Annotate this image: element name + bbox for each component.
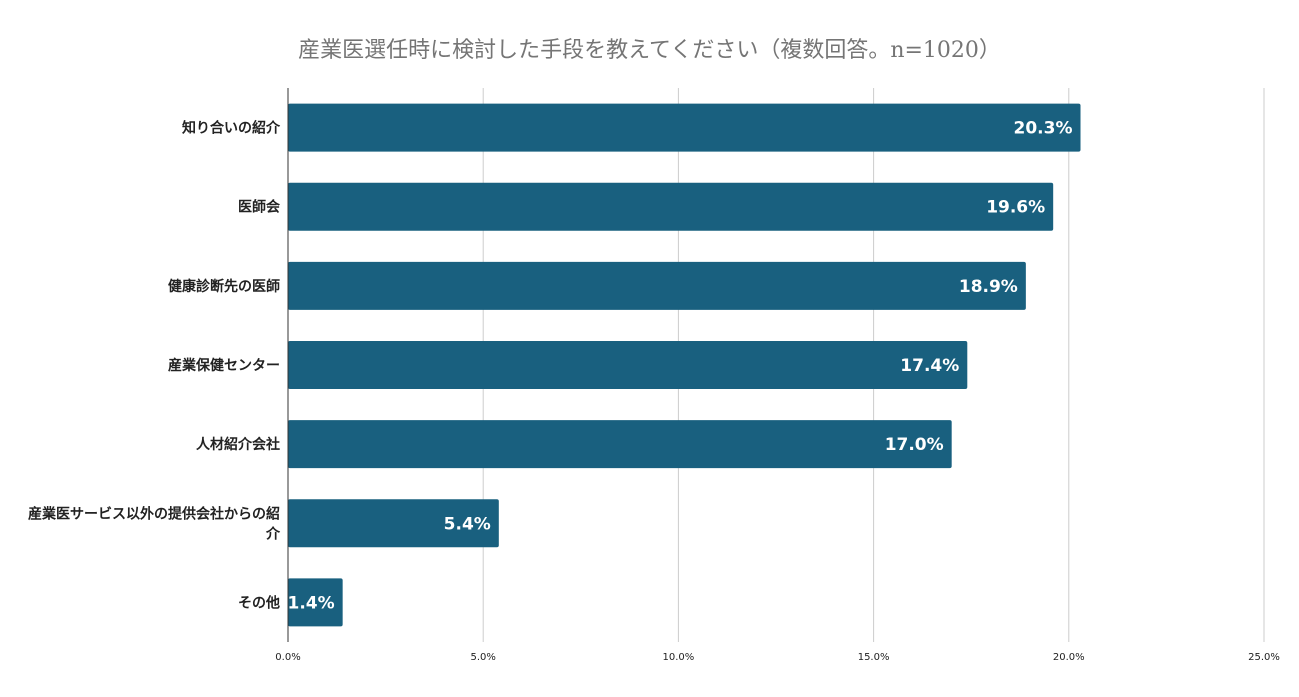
category-label: 産業医サービス以外の提供会社からの紹介 <box>28 505 281 542</box>
bar <box>288 182 1054 231</box>
bar-value-label: 17.0% <box>885 435 944 455</box>
bar-value-label: 5.4% <box>444 514 491 534</box>
category-label: その他 <box>238 594 280 611</box>
bar-value-label: 17.4% <box>900 356 959 376</box>
x-tick-label: 15.0% <box>858 652 890 663</box>
chart-title: 産業医選任時に検討した手段を教えてください（複数回答。n=1020） <box>298 38 1001 63</box>
category-label: 健康診断先の医師 <box>168 278 280 295</box>
x-tick-label: 25.0% <box>1248 652 1280 663</box>
x-tick-label: 0.0% <box>275 652 300 663</box>
category-label: 産業保健センター <box>168 357 280 374</box>
x-tick-label: 10.0% <box>663 652 695 663</box>
bar-value-label: 19.6% <box>986 198 1045 218</box>
bar <box>288 103 1081 152</box>
bar <box>288 420 952 469</box>
bar <box>288 499 499 548</box>
category-label: 医師会 <box>238 199 281 216</box>
x-tick-label: 5.0% <box>470 652 495 663</box>
bar <box>288 261 1026 310</box>
bar <box>288 341 968 389</box>
bar-value-label: 1.4% <box>287 593 334 613</box>
bar <box>288 578 343 627</box>
bar-value-label: 20.3% <box>1014 119 1073 139</box>
category-label: 知り合いの紹介 <box>182 120 281 137</box>
category-label: 人材紹介会社 <box>196 436 280 453</box>
x-tick-label: 20.0% <box>1053 652 1085 663</box>
bar-value-label: 18.9% <box>959 277 1018 297</box>
